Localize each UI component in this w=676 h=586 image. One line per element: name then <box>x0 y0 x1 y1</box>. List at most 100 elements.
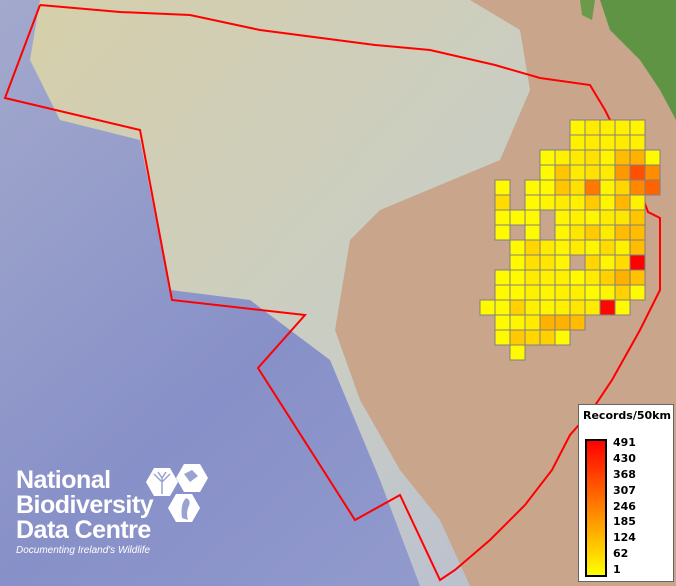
grid-cell[interactable] <box>509 314 526 331</box>
grid-cell[interactable] <box>494 329 511 346</box>
grid-cell[interactable] <box>524 179 541 196</box>
grid-cell[interactable] <box>539 254 556 271</box>
grid-cell[interactable] <box>509 209 526 226</box>
grid-cell[interactable] <box>539 299 556 316</box>
grid-cell[interactable] <box>629 269 646 286</box>
grid-cell[interactable] <box>554 329 571 346</box>
grid-cell[interactable] <box>539 284 556 301</box>
grid-cell[interactable] <box>569 119 586 136</box>
grid-cell[interactable] <box>494 269 511 286</box>
grid-cell[interactable] <box>599 224 616 241</box>
grid-cell[interactable] <box>629 239 646 256</box>
grid-cell[interactable] <box>644 179 661 196</box>
grid-cell[interactable] <box>569 209 586 226</box>
grid-cell[interactable] <box>629 224 646 241</box>
grid-cell[interactable] <box>599 119 616 136</box>
grid-cell[interactable] <box>584 224 601 241</box>
grid-cell[interactable] <box>539 164 556 181</box>
grid-cell[interactable] <box>614 179 631 196</box>
grid-cell[interactable] <box>509 254 526 271</box>
grid-cell[interactable] <box>509 284 526 301</box>
grid-cell[interactable] <box>614 194 631 211</box>
grid-cell[interactable] <box>554 284 571 301</box>
grid-cell[interactable] <box>614 149 631 166</box>
grid-cell[interactable] <box>509 329 526 346</box>
grid-cell[interactable] <box>494 314 511 331</box>
grid-cell[interactable] <box>554 269 571 286</box>
grid-cell[interactable] <box>584 209 601 226</box>
grid-cell[interactable] <box>584 299 601 316</box>
grid-cell[interactable] <box>554 149 571 166</box>
grid-cell[interactable] <box>584 134 601 151</box>
grid-cell[interactable] <box>509 239 526 256</box>
grid-cell[interactable] <box>554 314 571 331</box>
grid-cell[interactable] <box>554 224 571 241</box>
grid-cell[interactable] <box>599 209 616 226</box>
grid-cell[interactable] <box>584 239 601 256</box>
grid-cell[interactable] <box>569 269 586 286</box>
grid-cell[interactable] <box>524 254 541 271</box>
grid-cell[interactable] <box>554 194 571 211</box>
grid-cell[interactable] <box>539 239 556 256</box>
grid-cell[interactable] <box>599 164 616 181</box>
grid-cell[interactable] <box>584 119 601 136</box>
grid-cell[interactable] <box>569 314 586 331</box>
grid-cell[interactable] <box>614 164 631 181</box>
grid-cell[interactable] <box>524 209 541 226</box>
grid-cell[interactable] <box>539 194 556 211</box>
grid-cell[interactable] <box>539 314 556 331</box>
grid-cell[interactable] <box>539 149 556 166</box>
grid-cell[interactable] <box>599 194 616 211</box>
grid-cell[interactable] <box>584 254 601 271</box>
grid-cell[interactable] <box>614 134 631 151</box>
grid-cell[interactable] <box>539 269 556 286</box>
grid-cell[interactable] <box>584 269 601 286</box>
grid-cell[interactable] <box>569 179 586 196</box>
grid-cell[interactable] <box>614 224 631 241</box>
grid-cell[interactable] <box>599 179 616 196</box>
grid-cell[interactable] <box>524 299 541 316</box>
grid-cell[interactable] <box>629 134 646 151</box>
grid-cell[interactable] <box>569 194 586 211</box>
grid-cell[interactable] <box>584 284 601 301</box>
grid-cell[interactable] <box>629 209 646 226</box>
grid-cell[interactable] <box>569 134 586 151</box>
grid-cell[interactable] <box>554 179 571 196</box>
grid-cell[interactable] <box>524 269 541 286</box>
grid-cell[interactable] <box>629 194 646 211</box>
grid-cell[interactable] <box>554 209 571 226</box>
grid-cell[interactable] <box>599 299 616 316</box>
grid-cell[interactable] <box>614 239 631 256</box>
grid-cell[interactable] <box>524 239 541 256</box>
grid-cell[interactable] <box>554 239 571 256</box>
grid-cell[interactable] <box>584 164 601 181</box>
grid-cell[interactable] <box>539 329 556 346</box>
grid-cell[interactable] <box>629 164 646 181</box>
grid-cell[interactable] <box>599 254 616 271</box>
grid-cell[interactable] <box>479 299 496 316</box>
grid-cell[interactable] <box>584 194 601 211</box>
grid-cell[interactable] <box>614 254 631 271</box>
grid-cell[interactable] <box>629 179 646 196</box>
grid-cell[interactable] <box>524 224 541 241</box>
grid-cell[interactable] <box>599 149 616 166</box>
grid-cell[interactable] <box>524 284 541 301</box>
grid-cell[interactable] <box>569 164 586 181</box>
grid-cell[interactable] <box>629 119 646 136</box>
grid-cell[interactable] <box>494 179 511 196</box>
grid-cell[interactable] <box>569 284 586 301</box>
grid-cell[interactable] <box>569 299 586 316</box>
grid-cell[interactable] <box>569 239 586 256</box>
grid-cell[interactable] <box>494 284 511 301</box>
grid-cell[interactable] <box>524 194 541 211</box>
grid-cell[interactable] <box>494 299 511 316</box>
grid-cell[interactable] <box>554 254 571 271</box>
grid-cell[interactable] <box>554 164 571 181</box>
grid-cell[interactable] <box>614 284 631 301</box>
grid-cell[interactable] <box>614 269 631 286</box>
grid-cell[interactable] <box>644 164 661 181</box>
grid-cell[interactable] <box>509 344 526 361</box>
grid-cell[interactable] <box>509 269 526 286</box>
grid-cell[interactable] <box>629 149 646 166</box>
grid-cell[interactable] <box>584 149 601 166</box>
